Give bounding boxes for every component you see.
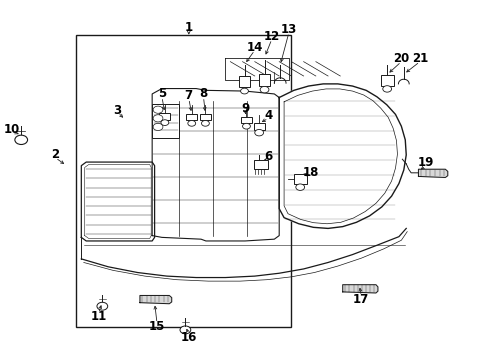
Bar xyxy=(294,174,307,184)
Bar xyxy=(186,114,197,121)
Text: 4: 4 xyxy=(264,109,272,122)
Polygon shape xyxy=(152,89,279,241)
Text: 18: 18 xyxy=(303,166,319,179)
Polygon shape xyxy=(140,296,172,304)
Circle shape xyxy=(15,135,27,144)
Bar xyxy=(152,104,179,138)
Text: 10: 10 xyxy=(3,123,20,136)
Text: 2: 2 xyxy=(51,148,59,161)
Circle shape xyxy=(296,184,305,190)
Circle shape xyxy=(255,130,264,136)
Circle shape xyxy=(153,106,163,113)
Polygon shape xyxy=(279,84,406,228)
Bar xyxy=(241,117,252,123)
Circle shape xyxy=(241,88,248,94)
Text: 6: 6 xyxy=(264,150,272,163)
Circle shape xyxy=(188,121,196,126)
Text: 9: 9 xyxy=(241,102,249,115)
Circle shape xyxy=(97,302,108,310)
Polygon shape xyxy=(418,169,448,177)
Bar xyxy=(239,76,250,87)
Circle shape xyxy=(153,123,163,131)
Circle shape xyxy=(383,86,392,92)
Bar xyxy=(259,74,270,86)
Text: 17: 17 xyxy=(353,293,369,306)
Circle shape xyxy=(260,86,269,93)
Bar xyxy=(254,123,265,130)
Circle shape xyxy=(201,121,209,126)
Text: 19: 19 xyxy=(417,156,434,169)
Text: 15: 15 xyxy=(149,320,165,333)
Text: 21: 21 xyxy=(412,52,428,65)
Bar xyxy=(254,160,269,169)
Bar xyxy=(200,114,211,121)
Text: 13: 13 xyxy=(281,23,297,36)
Text: 5: 5 xyxy=(158,87,166,100)
Text: 20: 20 xyxy=(393,52,410,65)
Text: 1: 1 xyxy=(185,21,193,34)
Text: 7: 7 xyxy=(185,89,193,102)
Circle shape xyxy=(161,120,169,126)
Circle shape xyxy=(180,326,191,334)
Text: 8: 8 xyxy=(199,87,208,100)
Text: 11: 11 xyxy=(90,310,106,323)
Text: 14: 14 xyxy=(246,41,263,54)
Text: 3: 3 xyxy=(113,104,121,117)
Circle shape xyxy=(153,115,163,122)
Text: 16: 16 xyxy=(181,330,197,343)
Polygon shape xyxy=(343,285,378,293)
Bar xyxy=(381,75,393,86)
Circle shape xyxy=(243,123,250,129)
Bar xyxy=(159,113,170,120)
Polygon shape xyxy=(81,162,155,241)
Bar xyxy=(76,35,292,327)
Text: 12: 12 xyxy=(264,30,280,43)
